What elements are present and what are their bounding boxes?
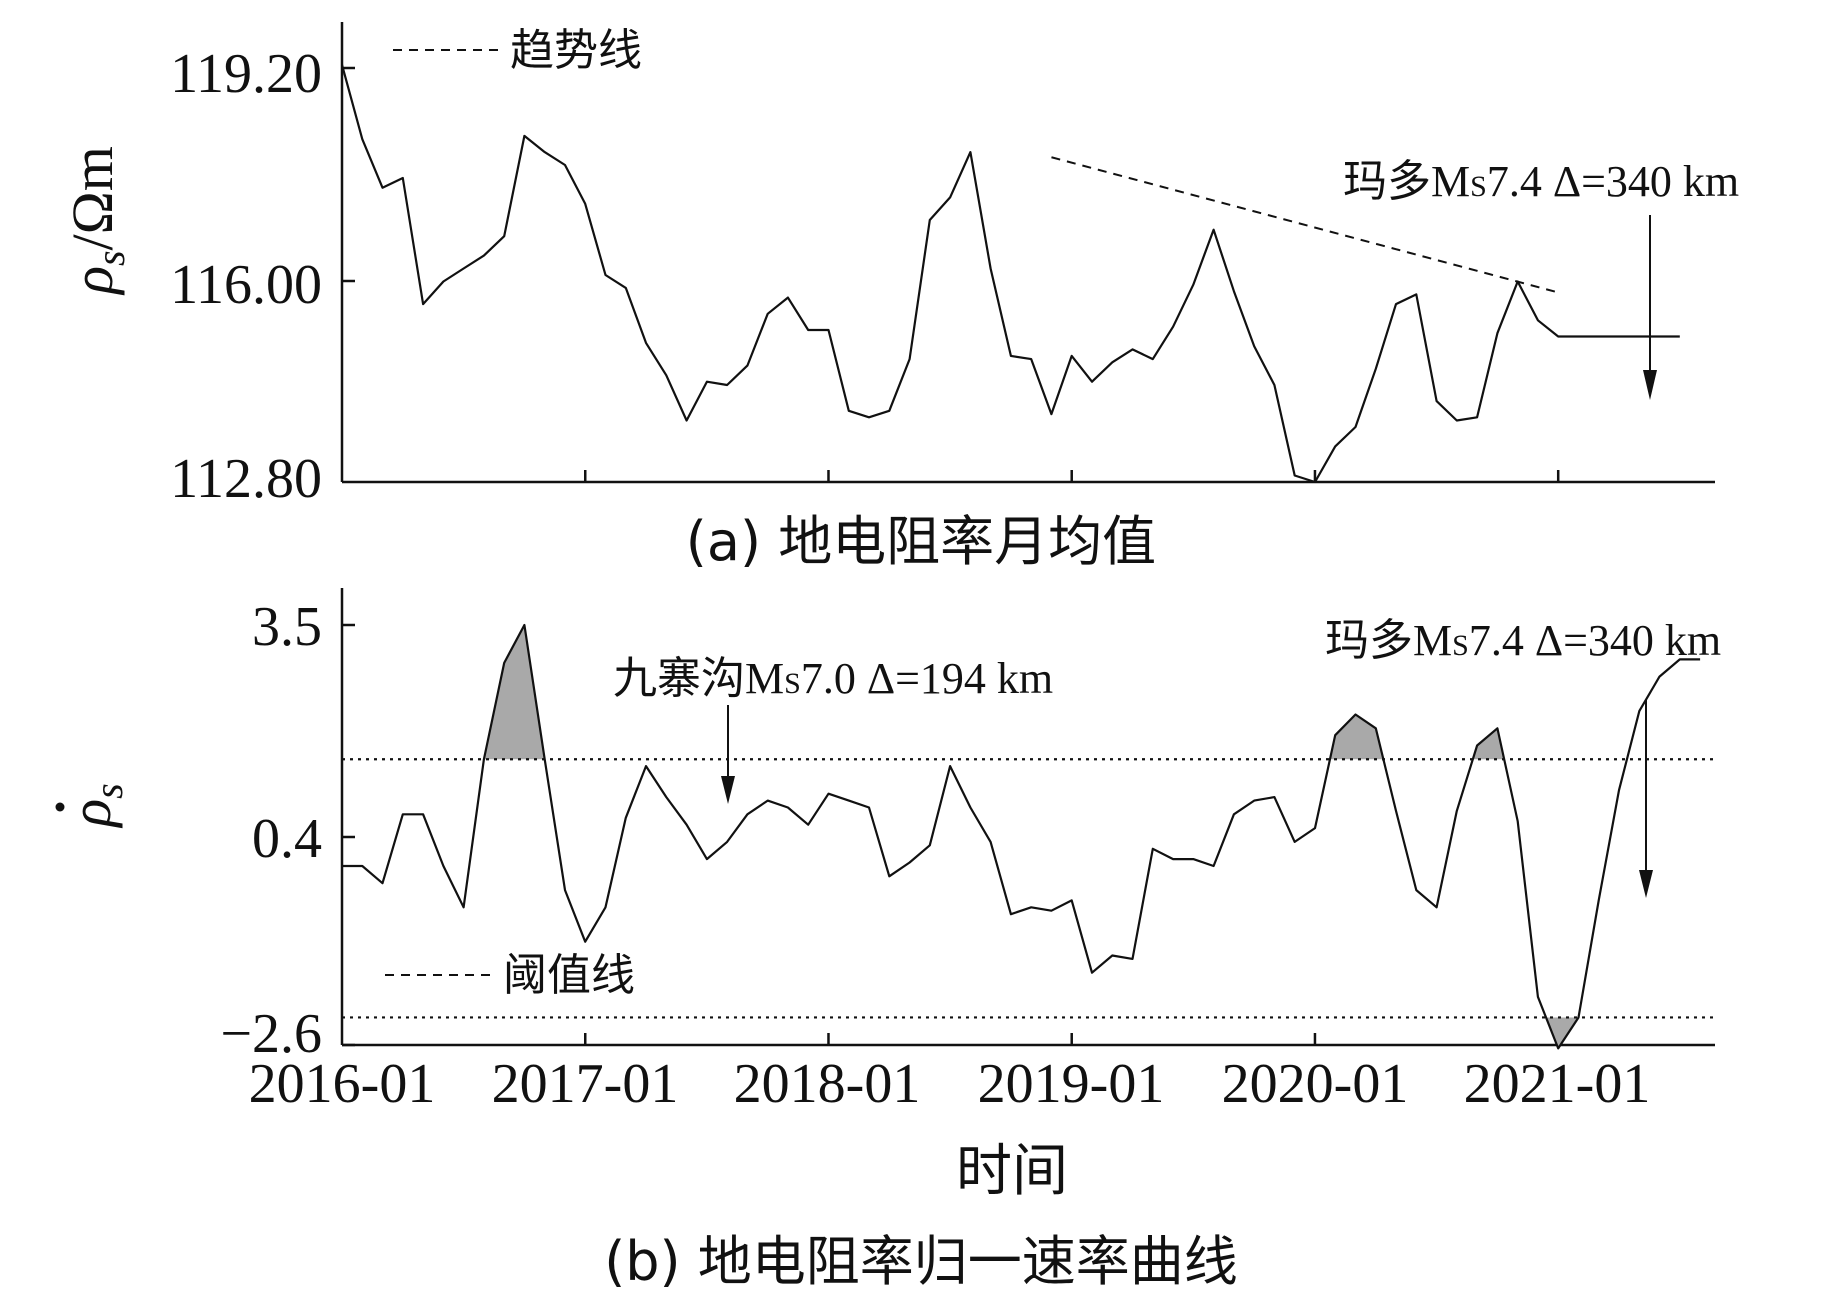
panel-a-y-tick-label: 119.20	[170, 43, 322, 105]
panel-a-y-axis-label: ρs/Ωm	[60, 146, 133, 296]
panel-a-x-ticks	[583, 470, 1560, 482]
panel-a-trend-line	[1051, 156, 1559, 294]
panel-a-caption: (a) 地电阻率月均值	[686, 510, 1156, 573]
svg-text:ρs: ρs	[58, 783, 131, 828]
panel-b-jiuzhaigou-arrowhead	[721, 776, 735, 804]
panel-b-y-tick-label: 0.4	[252, 808, 322, 870]
panel-b-x-tick-label: 2016-01	[249, 1053, 436, 1115]
panel-a-y-tick-label: 112.80	[170, 448, 322, 510]
panel-b-x-axis-label: 时间	[956, 1139, 1068, 1204]
panel-b-x-tick-label: 2021-01	[1464, 1053, 1651, 1115]
anomaly-shade	[1546, 1017, 1579, 1049]
panel-b-maduo-arrowhead	[1639, 870, 1653, 898]
threshold-legend-label: 阈值线	[503, 950, 635, 1001]
panel-b-y-axis-label: ρs	[55, 783, 131, 829]
panel-a-maduo-arrowhead	[1643, 370, 1657, 400]
trend-line-legend-label: 趋势线	[510, 25, 642, 76]
panel-b-annotation-maduo: 玛多MS7.4 Δ=340 km	[1325, 615, 1721, 666]
panel-b-y-tick-label: 3.5	[252, 596, 322, 658]
panel-a-annotation-maduo: 玛多MS7.4 Δ=340 km	[1343, 156, 1739, 207]
panel-b-caption: (b) 地电阻率归一速率曲线	[604, 1230, 1238, 1293]
anomaly-shade	[1472, 728, 1505, 760]
panel-b-y-tick-label: −2.6	[220, 1003, 322, 1065]
panel-a-y-tick-label: 116.00	[170, 254, 322, 316]
panel-a: 119.20 116.00 112.80 ρs/Ωm 趋势线 玛多MS7.4 Δ…	[60, 22, 1739, 573]
panel-b-x-tick-label: 2020-01	[1222, 1053, 1409, 1115]
panel-b-x-tick-label: 2019-01	[978, 1053, 1165, 1115]
panel-b-x-ticks	[583, 1033, 1560, 1045]
panel-a-series-line	[340, 64, 1680, 484]
panel-b-x-tick-label: 2017-01	[492, 1053, 679, 1115]
panel-b-series-line	[342, 623, 1701, 1050]
panel-b: 3.5 0.4 −2.6 ρs 阈值线 九寨沟MS7.0 Δ=194 km 玛多…	[55, 588, 1721, 1293]
anomaly-shade	[483, 625, 545, 760]
anomaly-shade	[1330, 714, 1384, 760]
panel-b-annotation-jiuzhaigou: 九寨沟MS7.0 Δ=194 km	[613, 653, 1053, 704]
panel-b-x-tick-label: 2018-01	[734, 1053, 921, 1115]
